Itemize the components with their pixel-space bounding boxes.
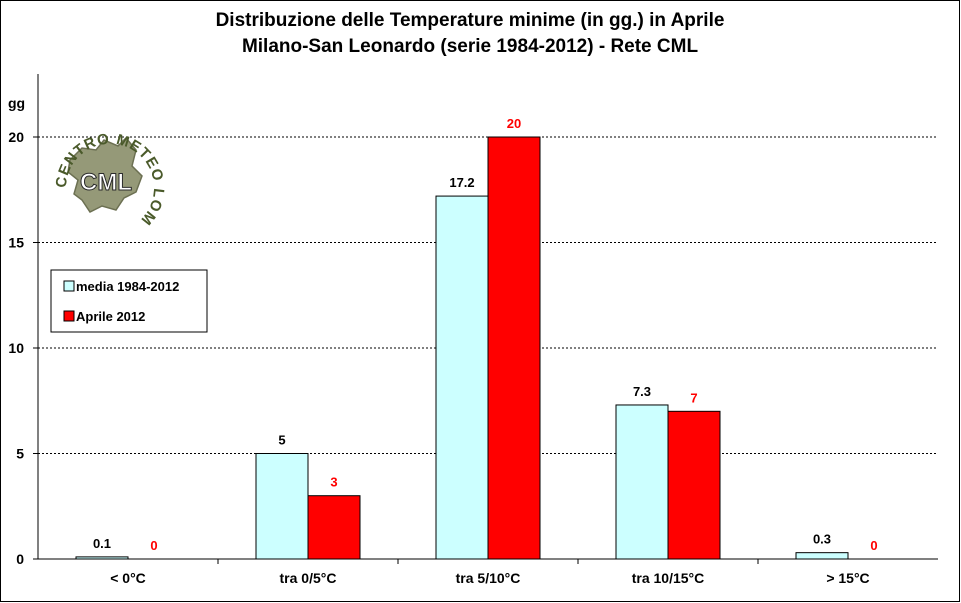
legend-swatch-media [63, 280, 75, 292]
bar-media [435, 195, 489, 560]
chart-title-line1: Distribuzione delle Temperature minime (… [216, 10, 725, 31]
chart-title-line2: Milano-San Leonardo (serie 1984-2012) - … [242, 36, 699, 57]
x-category-label: tra 0/5°C [280, 570, 337, 586]
logo-center-text: CML [80, 169, 132, 196]
x-category-label: tra 5/10°C [456, 570, 521, 586]
data-label-media: 5 [278, 433, 285, 448]
bar-aprile [487, 136, 541, 560]
bars [75, 136, 849, 560]
data-label-aprile: 7 [690, 390, 697, 405]
x-category-label: tra 10/15°C [632, 570, 705, 586]
data-label-media: 17.2 [449, 175, 474, 190]
y-tick-label: 20 [8, 129, 24, 145]
lombardy-map-logo-icon [67, 136, 143, 213]
y-tick-label: 0 [16, 551, 24, 567]
bar-media [255, 453, 309, 560]
x-category-label: > 15°C [826, 570, 869, 586]
x-category-label: < 0°C [110, 570, 146, 586]
bar-media [615, 404, 669, 560]
y-axis-ticks: 0 5 10 15 20 [8, 129, 38, 567]
bar-aprile [667, 410, 721, 560]
data-label-aprile: 3 [330, 475, 337, 490]
bar-aprile [307, 495, 361, 560]
legend-swatch-aprile [63, 310, 75, 322]
y-axis-label: gg [8, 95, 25, 111]
data-label-aprile: 20 [507, 116, 521, 131]
data-labels: 0.1 0 5 3 17.2 20 7.3 7 0.3 0 [93, 116, 878, 553]
y-tick-label: 15 [8, 235, 24, 251]
legend: media 1984-2012 Aprile 2012 [50, 269, 208, 333]
bar-media [795, 552, 849, 560]
legend-label-aprile: Aprile 2012 [76, 309, 145, 324]
data-label-aprile: 0 [870, 538, 877, 553]
data-label-media: 0.1 [93, 536, 111, 551]
y-tick-label: 5 [16, 446, 24, 462]
y-tick-label: 10 [8, 340, 24, 356]
legend-label-media: media 1984-2012 [76, 279, 179, 294]
legend-box [50, 269, 208, 333]
x-axis-categories: < 0°C tra 0/5°C tra 5/10°C tra 10/15°C > 15°… [110, 559, 870, 586]
data-label-media: 0.3 [813, 532, 831, 547]
data-label-aprile: 0 [150, 538, 157, 553]
data-label-media: 7.3 [633, 384, 651, 399]
